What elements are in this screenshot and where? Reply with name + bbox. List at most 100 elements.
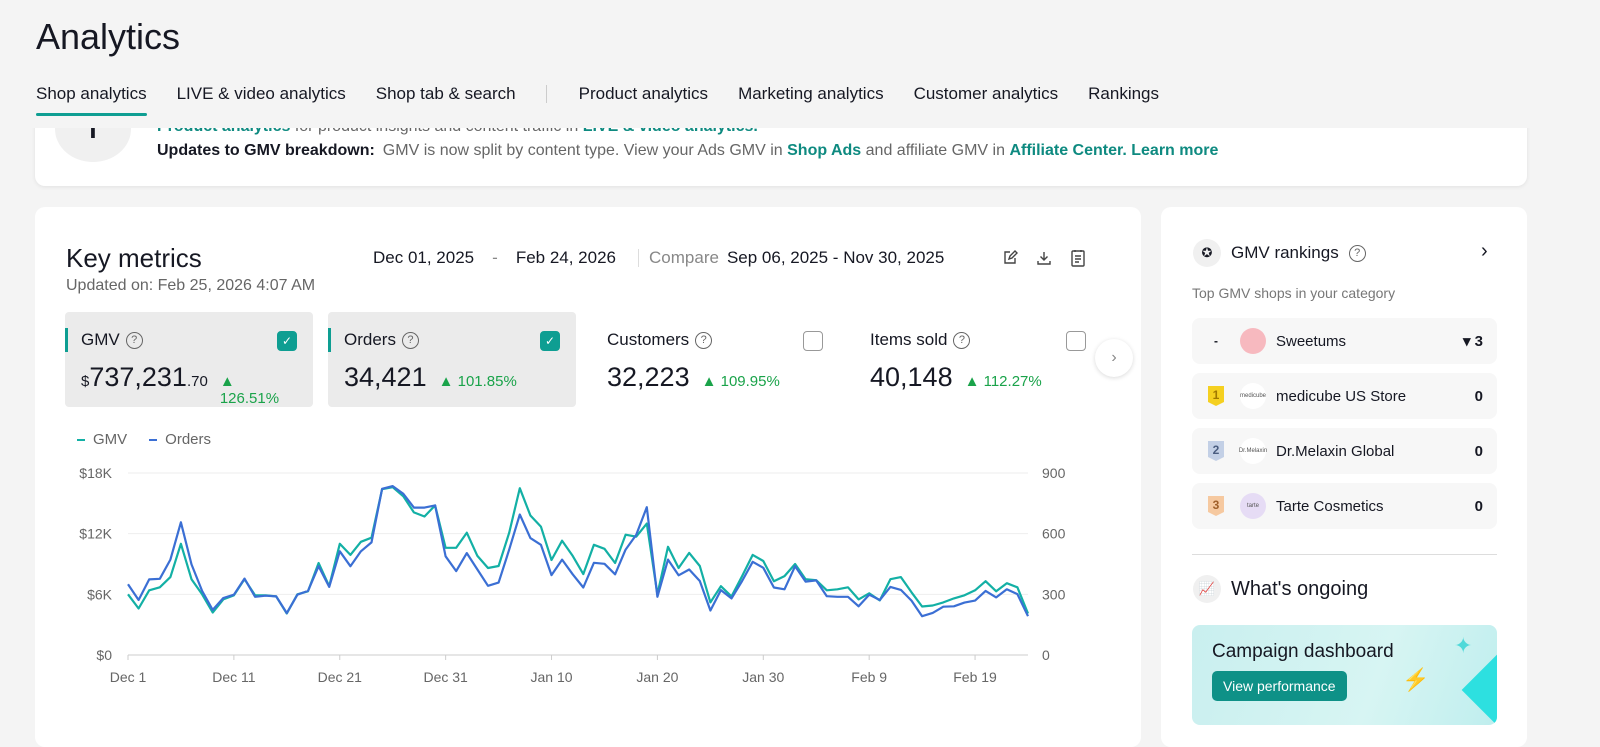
metric-change: ▲ 101.85% — [438, 373, 517, 390]
view-performance-button[interactable]: View performance — [1212, 671, 1347, 701]
page-title: Analytics — [36, 16, 181, 57]
sparkle-icon: ✦ — [1454, 633, 1473, 658]
x-tick-label: Dec 21 — [318, 669, 363, 685]
y-right-tick-label: 600 — [1042, 526, 1066, 542]
trend-chart-icon: 📈 — [1193, 575, 1221, 603]
legend-orders[interactable]: Orders — [149, 431, 211, 448]
start-date[interactable]: Dec 01, 2025 — [373, 248, 475, 267]
metric-label: Orders — [344, 330, 396, 349]
report-icon[interactable] — [1067, 247, 1089, 269]
ranking-row[interactable]: 3 tarte Tarte Cosmetics 0 — [1192, 483, 1497, 529]
analytics-tabs: Shop analytics LIVE & video analytics Sh… — [36, 82, 1189, 116]
toolbar — [999, 247, 1089, 269]
x-tick-label: Jan 20 — [636, 669, 678, 685]
rank-badge: 3 — [1208, 496, 1224, 516]
help-icon[interactable]: ? — [953, 331, 971, 349]
chart-legend: GMV Orders — [77, 431, 211, 448]
y-left-tick-label: $0 — [96, 647, 112, 663]
y-right-tick-label: 0 — [1042, 647, 1050, 663]
metric-card-gmv[interactable]: GMV? ✓ $737,231.70 ▲ 126.51% — [65, 312, 313, 407]
tab-marketing-analytics[interactable]: Marketing analytics — [738, 84, 884, 103]
gmv-rankings-title: GMV rankings — [1231, 243, 1339, 262]
top-bar: Analytics — [0, 0, 1600, 128]
help-icon[interactable]: ? — [125, 331, 143, 349]
x-tick-label: Dec 1 — [110, 669, 147, 685]
side-panel: ✪ GMV rankings? › Top GMV shops in your c… — [1161, 207, 1527, 747]
edit-icon[interactable] — [999, 247, 1021, 269]
ranking-row[interactable]: 2 Dr.Melaxin Dr.Melaxin Global 0 — [1192, 428, 1497, 474]
shop-avatar: Dr.Melaxin — [1239, 438, 1267, 464]
help-icon[interactable]: ? — [695, 331, 713, 349]
tab-product-analytics[interactable]: Product analytics — [578, 84, 709, 103]
rank: - — [1214, 334, 1218, 348]
y-right-tick-label: 900 — [1042, 465, 1066, 481]
metric-card-customers[interactable]: Customers? 32,223 ▲ 109.95% — [591, 312, 839, 407]
metric-change: ▲ 126.51% — [219, 373, 280, 407]
metric-checkbox[interactable] — [1066, 331, 1086, 351]
date-range-picker[interactable]: Dec 01, 2025 - Feb 24, 2026 Compare Sep … — [373, 248, 944, 268]
rank-change: ▾ 3 — [1462, 333, 1483, 350]
rank-change: 0 — [1474, 497, 1483, 515]
ranking-row[interactable]: 1 medicube medicube US Store 0 — [1192, 373, 1497, 419]
download-icon[interactable] — [1033, 247, 1055, 269]
tab-shop-tab-search[interactable]: Shop tab & search — [375, 84, 516, 103]
chevron-right-icon[interactable]: › — [1481, 240, 1488, 262]
next-metrics-button[interactable]: › — [1095, 339, 1133, 377]
metric-checkbox[interactable]: ✓ — [277, 331, 297, 351]
metric-label: Customers — [607, 330, 690, 349]
banner-text: and affiliate GMV in — [861, 142, 1010, 159]
x-tick-label: Feb 9 — [851, 669, 887, 685]
help-icon[interactable]: ? — [401, 331, 419, 349]
gmv-rankings-header[interactable]: ✪ GMV rankings? — [1193, 239, 1366, 267]
metric-change: ▲ 109.95% — [701, 373, 780, 390]
tab-customer-analytics[interactable]: Customer analytics — [913, 84, 1059, 103]
shop-avatar: medicube — [1240, 383, 1266, 409]
campaign-dashboard-card[interactable]: Campaign dashboard View performance ⚡ ✦ — [1192, 625, 1497, 725]
learn-more-link[interactable]: Learn more — [1131, 142, 1219, 159]
currency: $ — [81, 373, 90, 390]
end-date[interactable]: Feb 24, 2026 — [515, 248, 617, 267]
gmv-orders-line-chart: $0 0 $6K 300 $12K 600 $18K 900 Dec 1 Dec 11 Dec 21… — [79, 465, 1066, 685]
key-metrics-title: Key metrics — [66, 243, 202, 273]
ranking-row[interactable]: - Sweetums ▾ 3 — [1192, 318, 1497, 364]
shop-name: Sweetums — [1276, 332, 1347, 350]
metric-checkbox[interactable] — [803, 331, 823, 351]
award-icon: ✪ — [1193, 239, 1221, 267]
date-separator: - — [492, 248, 498, 267]
y-left-tick-label: $6K — [87, 586, 113, 602]
series-line-orders[interactable] — [127, 485, 1029, 618]
shop-name: Tarte Cosmetics — [1276, 497, 1384, 515]
metric-label: Items sold — [870, 330, 948, 349]
tab-rankings[interactable]: Rankings — [1088, 84, 1160, 103]
compare-range[interactable]: Sep 06, 2025 - Nov 30, 2025 — [726, 248, 945, 267]
key-metrics-card: Key metrics Updated on: Feb 25, 2026 4:0… — [35, 207, 1141, 747]
shop-ads-link[interactable]: Shop Ads — [787, 142, 862, 159]
tab-divider — [545, 85, 547, 103]
shop-avatar — [1240, 328, 1266, 354]
x-tick-label: Feb 19 — [953, 669, 997, 685]
rank-change: 0 — [1474, 387, 1483, 405]
x-tick-label: Dec 31 — [423, 669, 468, 685]
metric-card-items-sold[interactable]: Items sold? 40,148 ▲ 112.27% — [854, 312, 1102, 407]
x-tick-label: Jan 10 — [531, 669, 573, 685]
compare-label: Compare — [649, 248, 719, 267]
tab-live-video-analytics[interactable]: LIVE & video analytics — [176, 84, 346, 103]
help-icon[interactable]: ? — [1348, 244, 1366, 262]
campaign-dashboard-title: Campaign dashboard — [1212, 641, 1394, 662]
metric-checkbox[interactable]: ✓ — [540, 331, 560, 351]
metric-value: 32,223 — [607, 362, 690, 392]
y-left-tick-label: $12K — [79, 526, 112, 542]
rank-badge: 1 — [1208, 386, 1224, 406]
banner-label: Updates to GMV breakdown: — [157, 142, 375, 159]
shop-name: medicube US Store — [1276, 387, 1407, 405]
y-left-tick-label: $18K — [79, 465, 112, 481]
metric-card-orders[interactable]: Orders? ✓ 34,421 ▲ 101.85% — [328, 312, 576, 407]
affiliate-center-link[interactable]: Affiliate Center. — [1009, 142, 1127, 159]
divider — [638, 249, 640, 267]
updated-timestamp: Updated on: Feb 25, 2026 4:07 AM — [66, 277, 316, 294]
rankings-subtitle: Top GMV shops in your category — [1192, 285, 1396, 301]
tab-shop-analytics[interactable]: Shop analytics — [36, 82, 147, 116]
legend-gmv[interactable]: GMV — [77, 431, 127, 448]
metric-value: 34,421 — [344, 362, 427, 392]
metric-change: ▲ 112.27% — [964, 373, 1042, 390]
